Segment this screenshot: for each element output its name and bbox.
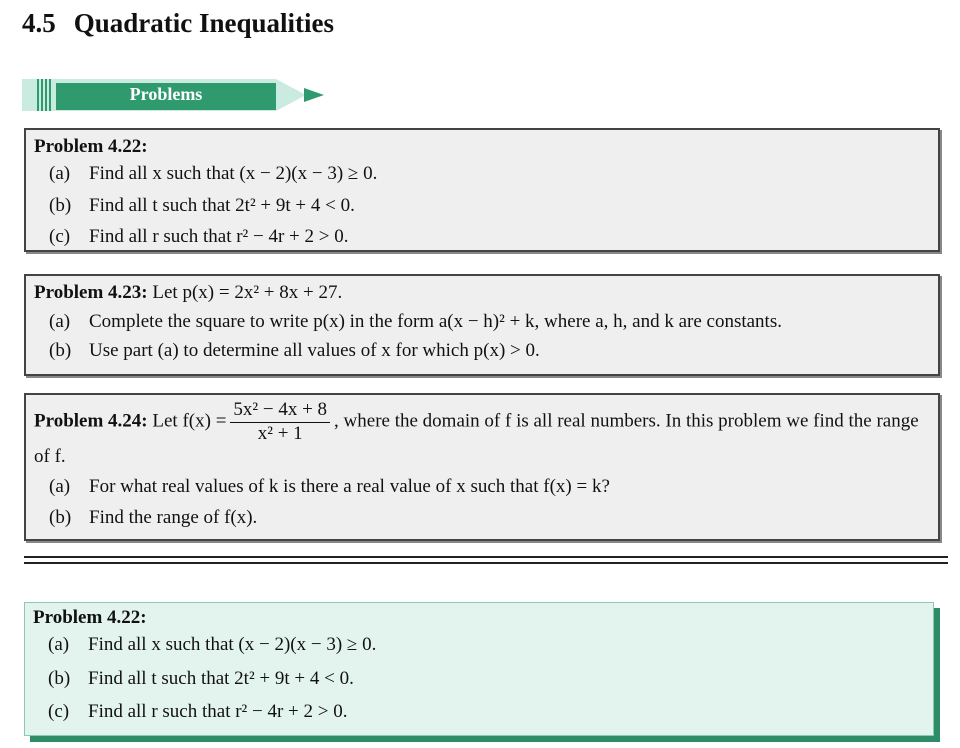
problem-part: (b) Use part (a) to determine all values …	[34, 340, 930, 363]
fraction-numerator: 5x² − 4x + 8	[230, 399, 331, 423]
problem-part: (b) Find all t such that 2t² + 9t + 4 < 0…	[34, 195, 930, 218]
part-text: Find all r such that r² − 4r + 2 > 0.	[88, 701, 348, 723]
part-label: (a)	[48, 633, 70, 655]
problem-box-4-24: Problem 4.24: Let f(x) = 5x² − 4x + 8 x² +…	[24, 393, 940, 541]
section-number: 4.5	[22, 8, 56, 38]
pencil-band	[56, 83, 276, 110]
part-label: (c)	[48, 701, 70, 723]
part-label: (a)	[49, 310, 71, 332]
part-label: (b)	[49, 507, 72, 529]
part-label: (a)	[49, 162, 71, 184]
problem-heading: Problem 4.24:	[34, 410, 148, 432]
problem-heading: Problem 4.23:	[34, 282, 148, 303]
banner-label: Problems	[129, 84, 203, 104]
problem-heading: Problem 4.22:	[33, 607, 147, 628]
section-title: 4.5 Quadratic Inequalities	[22, 8, 334, 39]
fraction: 5x² − 4x + 8 x² + 1	[230, 399, 331, 446]
problem-intro: Let f(x) =	[152, 410, 227, 432]
problems-banner: Problems	[22, 79, 324, 113]
part-text: Find all x such that (x − 2)(x − 3) ≥ 0.	[89, 162, 378, 184]
problem-heading: Problem 4.22:	[34, 136, 148, 157]
pencil-stripes	[37, 79, 53, 111]
problem-part: (a) Find all x such that (x − 2)(x − 3) ≥…	[33, 634, 925, 657]
part-text: Find the range of f(x).	[89, 507, 258, 529]
highlighted-problem-box: Problem 4.22: (a) Find all x such that (x…	[24, 602, 934, 736]
divider	[24, 562, 948, 564]
part-text: For what real values of k is there a rea…	[89, 476, 610, 498]
part-text: Find all t such that 2t² + 9t + 4 < 0.	[88, 667, 354, 689]
problem-part: (a) Complete the square to write p(x) in …	[34, 311, 930, 334]
problem-box-4-22: Problem 4.22: (a) Find all x such that (x…	[24, 128, 940, 252]
fraction-denominator: x² + 1	[257, 422, 303, 444]
part-label: (b)	[49, 194, 72, 216]
pencil-point-icon	[304, 88, 324, 102]
part-text: Find all r such that r² − 4r + 2 > 0.	[89, 226, 349, 248]
problem-intro-rest: , where the domain of f is all real numb…	[34, 410, 919, 467]
divider	[24, 556, 948, 558]
part-label: (b)	[49, 339, 72, 361]
problem-intro: Let p(x) = 2x² + 8x + 27.	[152, 282, 343, 303]
problem-part: (b) Find the range of f(x).	[34, 507, 930, 530]
part-text: Complete the square to write p(x) in the…	[89, 310, 782, 332]
part-label: (c)	[49, 226, 71, 248]
problem-box-4-23: Problem 4.23: Let p(x) = 2x² + 8x + 27. …	[24, 274, 940, 376]
part-label: (a)	[49, 476, 71, 498]
problem-part: (b) Find all t such that 2t² + 9t + 4 < 0…	[33, 668, 925, 691]
part-label: (b)	[48, 667, 71, 689]
problem-part: (a) Find all x such that (x − 2)(x − 3) ≥…	[34, 163, 930, 186]
problem-statement: Problem 4.24: Let f(x) = 5x² − 4x + 8 x² +…	[34, 399, 930, 468]
problem-part: (a) For what real values of k is there a …	[34, 476, 930, 499]
part-text: Find all x such that (x − 2)(x − 3) ≥ 0.	[88, 633, 377, 655]
problem-part: (c) Find all r such that r² − 4r + 2 > 0.	[34, 226, 930, 249]
problem-part: (c) Find all r such that r² − 4r + 2 > 0.	[33, 701, 925, 724]
part-text: Use part (a) to determine all values of …	[89, 339, 540, 361]
problem-statement: Problem 4.23: Let p(x) = 2x² + 8x + 27.	[34, 282, 930, 305]
section-name: Quadratic Inequalities	[73, 8, 335, 38]
pencil-tip	[276, 79, 306, 111]
part-text: Find all t such that 2t² + 9t + 4 < 0.	[89, 194, 355, 216]
